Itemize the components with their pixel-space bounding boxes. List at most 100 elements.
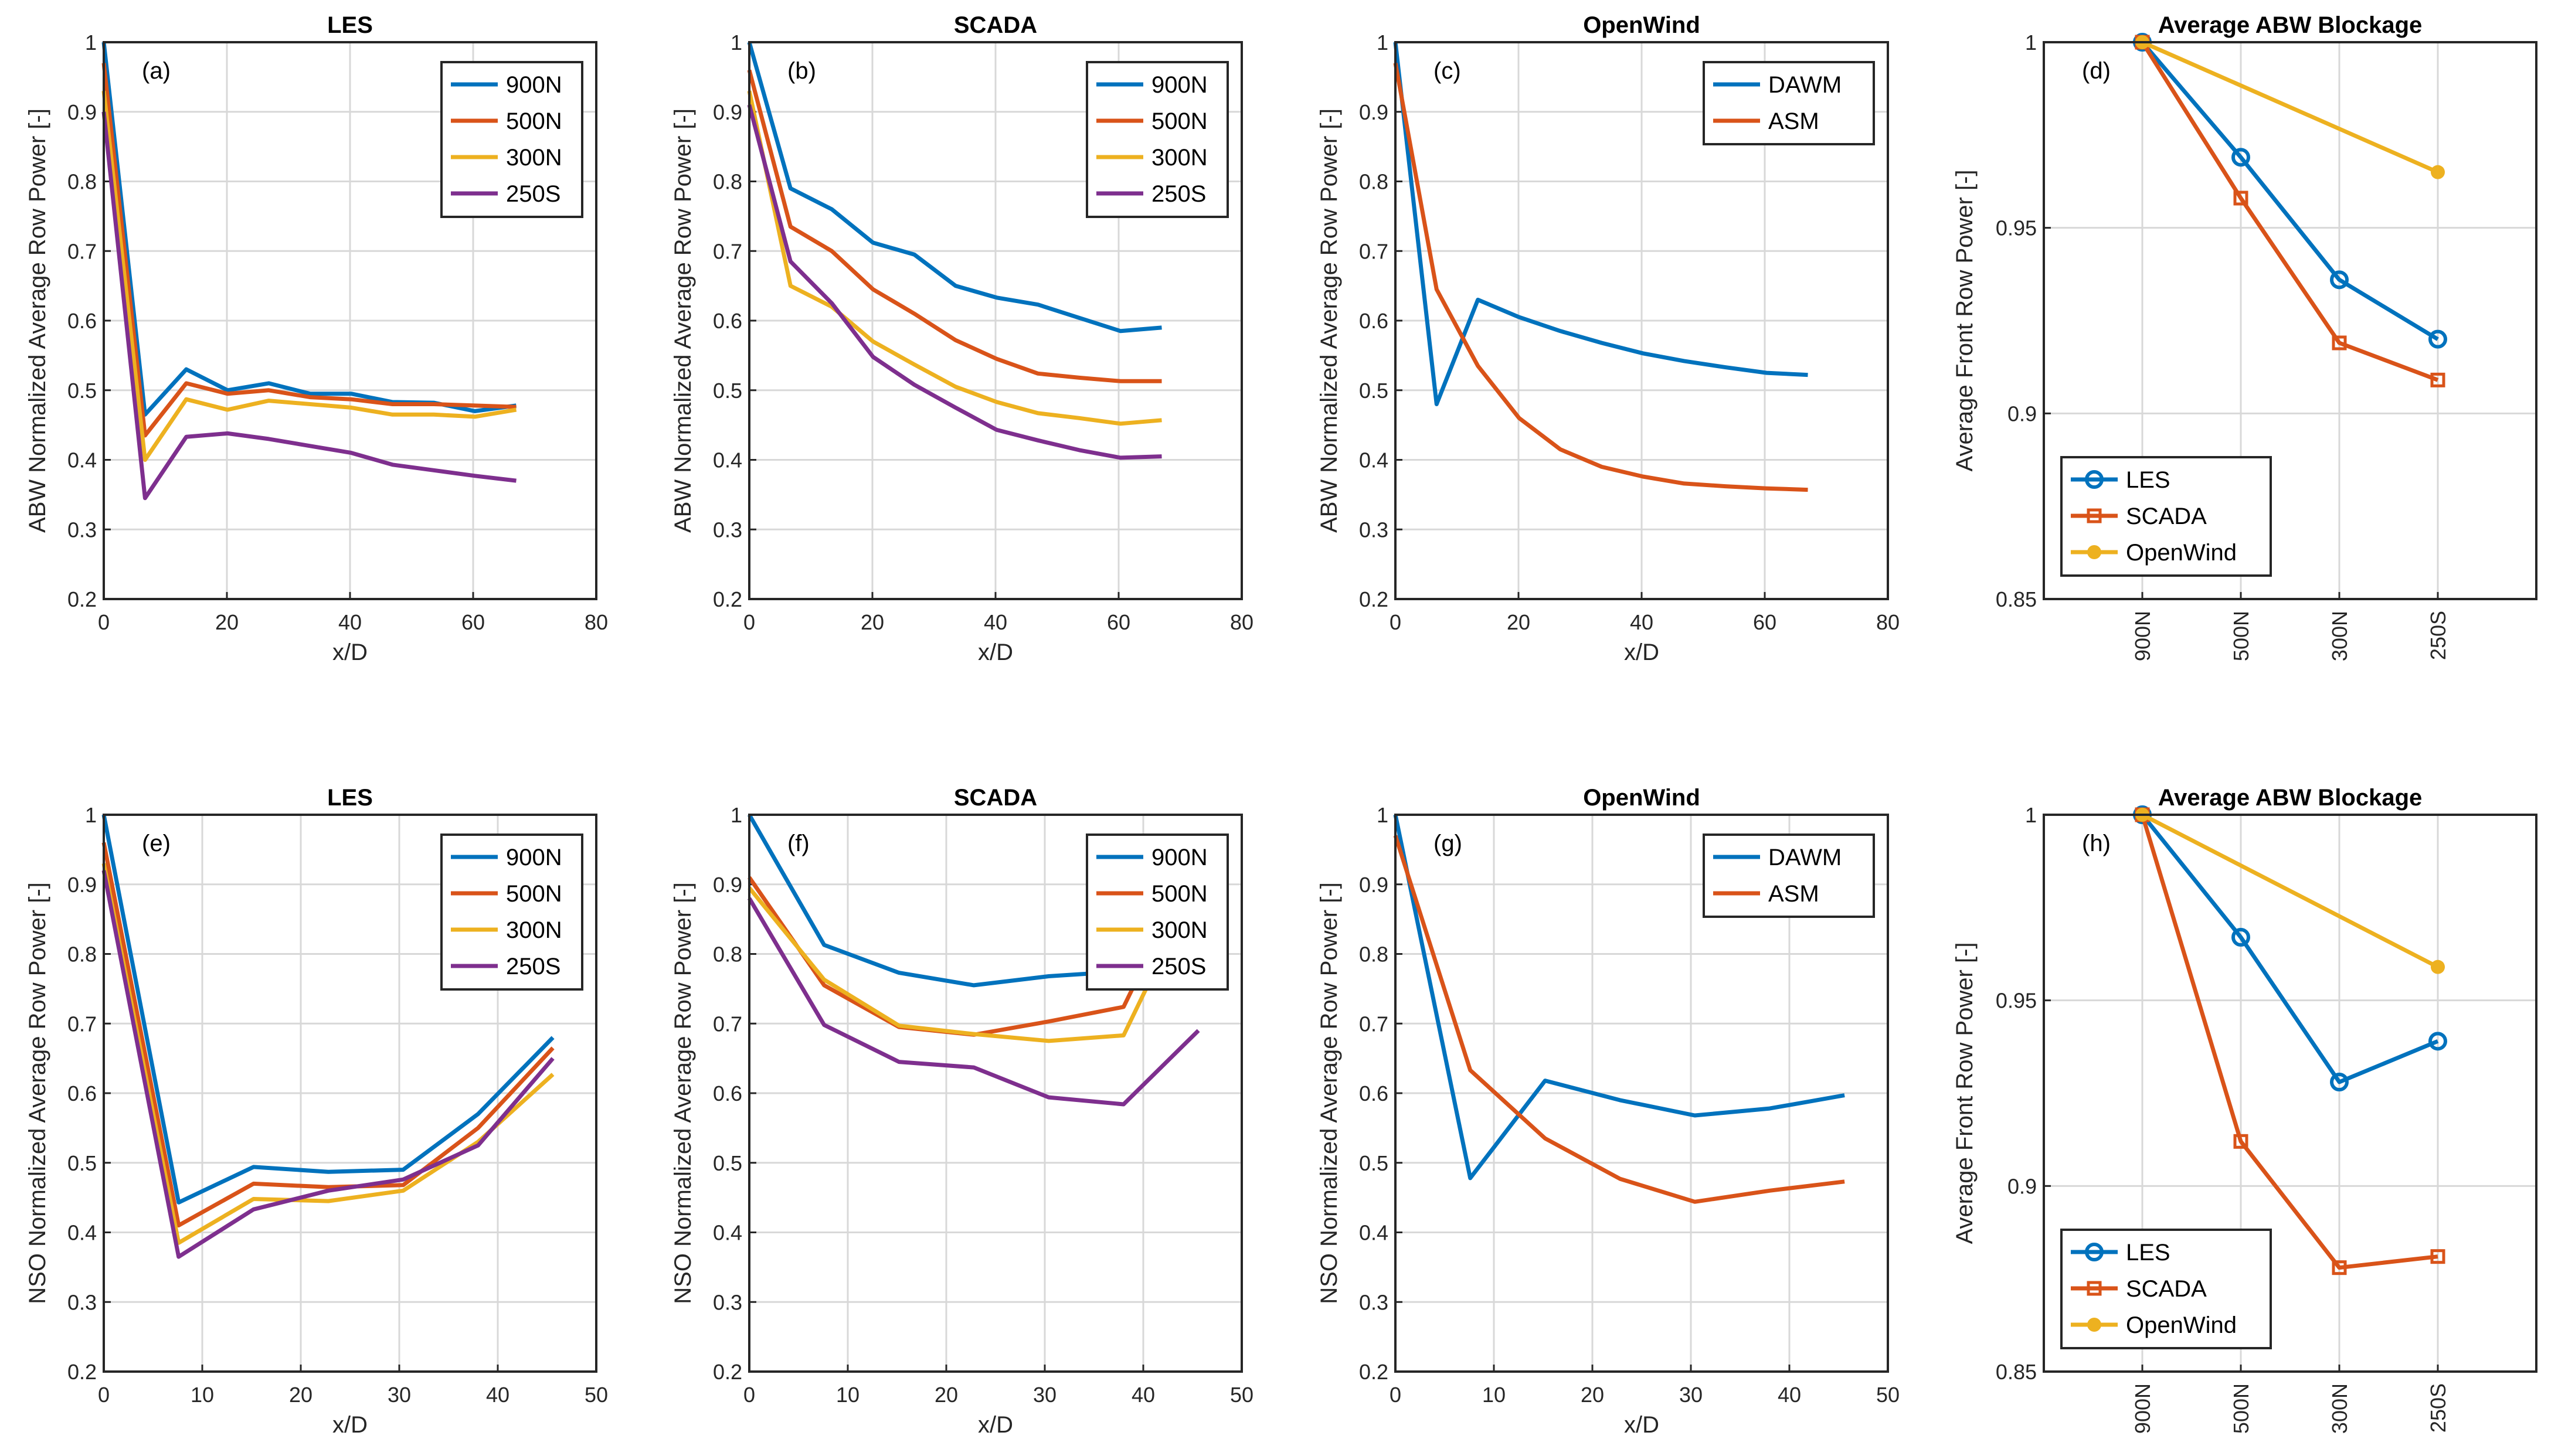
axes-box	[1394, 41, 1889, 600]
chart-title: LES	[327, 785, 373, 811]
chart-title: OpenWind	[1583, 785, 1700, 811]
legend-box	[440, 61, 583, 218]
series-line-500N	[747, 69, 1162, 383]
y-tick-label: 0.4	[1359, 448, 1388, 472]
legend-entry-500N: 500N	[506, 108, 562, 134]
y-tick-label: 1	[731, 30, 742, 55]
y-tick-label: 0.4	[713, 448, 742, 472]
legend-box	[440, 834, 583, 991]
legend: LES SCADA OpenWind	[2060, 456, 2272, 577]
panel-4: 900N 500N 300N 250S 0.85 0.9 0.95 1 Average ABW …	[1952, 12, 2537, 661]
legend-entry-SCADA: SCADA	[2126, 504, 2207, 529]
data-point-LES	[2231, 148, 2250, 167]
y-tick-label: 1	[2025, 30, 2037, 55]
legend-marker	[2087, 1318, 2101, 1332]
x-tick-label: 80	[585, 610, 608, 634]
chart-title: SCADA	[954, 785, 1037, 811]
legend-entry-250S: 250S	[1151, 954, 1206, 979]
panel-label: (e)	[142, 831, 171, 856]
y-tick-label: 0.2	[1359, 587, 1388, 611]
panel-3: 0 20 40 60 80 0.2 0.3 0.4 0.5 0.6 0.7 0.8 0.9 1 OpenWi…	[1316, 12, 1900, 665]
x-tick-label: 30	[388, 1383, 411, 1407]
x-tick-label: 40	[984, 610, 1007, 634]
data-point-SCADA	[2332, 335, 2347, 351]
y-tick-label: 1	[1377, 803, 1388, 827]
chart-title: SCADA	[954, 12, 1037, 38]
axes-box	[748, 814, 1243, 1373]
y-tick-label: 0.5	[713, 379, 742, 403]
data-point-SCADA	[2233, 190, 2248, 206]
y-tick-label: 0.7	[67, 239, 97, 263]
y-tick-label: 0.4	[1359, 1221, 1388, 1245]
y-tick-label: 0.9	[713, 100, 742, 124]
axes-box	[103, 41, 597, 600]
x-tick-label: 500N	[2229, 611, 2253, 661]
y-axis-label: Average Front Row Power [-]	[1952, 169, 1978, 471]
x-tick-label: 60	[461, 610, 485, 634]
data-point-LES	[2231, 928, 2250, 947]
legend-entry-DAWM: DAWM	[1768, 845, 1842, 870]
y-tick-label: 0.6	[1359, 1081, 1388, 1105]
y-tick-label: 0.9	[1359, 873, 1388, 897]
x-tick-label: 50	[1876, 1383, 1900, 1407]
data-point-LES	[2428, 329, 2447, 349]
axes-box	[2043, 814, 2537, 1373]
y-tick-label: 0.8	[1359, 170, 1388, 194]
series-line-DAWM	[1393, 814, 1845, 1181]
y-axis-label: NSO Normalized Average Row Power [-]	[1316, 882, 1342, 1304]
panel-label: (h)	[2082, 831, 2111, 856]
series-line-900N	[747, 42, 1162, 334]
y-tick-label: 0.8	[67, 170, 97, 194]
series-line-500N	[101, 63, 517, 438]
x-tick-label: 40	[338, 610, 362, 634]
y-tick-label: 0.5	[67, 379, 97, 403]
x-tick-label: 0	[98, 610, 110, 634]
x-tick-label: 20	[1581, 1383, 1604, 1407]
series-line-SCADA	[2140, 814, 2438, 1270]
legend-entry-900N: 900N	[506, 72, 562, 98]
data-point-SCADA	[2430, 372, 2445, 387]
series-line-500N	[101, 842, 555, 1228]
x-tick-label: 10	[191, 1383, 214, 1407]
y-tick-label: 1	[731, 803, 742, 827]
x-tick-label: 40	[1132, 1383, 1155, 1407]
series-line-250S	[747, 897, 1200, 1107]
y-tick-label: 0.9	[713, 873, 742, 897]
legend-entry-300N: 300N	[506, 917, 562, 943]
legend-entry-900N: 900N	[1151, 72, 1208, 98]
x-tick-label: 50	[1230, 1383, 1253, 1407]
x-axis-label: x/D	[1624, 639, 1659, 665]
y-tick-label: 0.85	[1996, 587, 2037, 611]
y-tick-label: 0.7	[1359, 1012, 1388, 1036]
x-tick-label: 10	[1482, 1383, 1506, 1407]
y-axis-label: ABW Normalized Average Row Power [-]	[670, 108, 696, 533]
panel-label: (d)	[2082, 58, 2111, 84]
legend-entry-LES: LES	[2126, 1240, 2170, 1266]
x-tick-label: 20	[1507, 610, 1530, 634]
x-tick-label: 0	[98, 1383, 110, 1407]
x-tick-label: 20	[215, 610, 239, 634]
axes-box	[103, 814, 597, 1373]
data-point-OpenWind	[2431, 165, 2445, 179]
y-axis-label: Average Front Row Power [-]	[1952, 942, 1978, 1244]
y-tick-label: 0.7	[67, 1012, 97, 1036]
panel-label: (g)	[1433, 831, 1462, 856]
y-tick-label: 1	[85, 803, 97, 827]
panel-6: 0 10 20 30 40 50 0.2 0.3 0.4 0.5 0.6 0.7 0.8 0.9 1 SCAD…	[670, 785, 1253, 1438]
series-line-250S	[101, 870, 555, 1259]
legend-entry-900N: 900N	[1151, 845, 1208, 870]
legend-entry-SCADA: SCADA	[2126, 1276, 2207, 1302]
y-tick-label: 0.2	[713, 587, 742, 611]
legend-marker	[2085, 1243, 2104, 1261]
legend-entry-ASM: ASM	[1768, 108, 1819, 134]
legend: DAWM ASM	[1703, 61, 1875, 145]
legend-entry-250S: 250S	[506, 181, 560, 207]
y-tick-label: 0.8	[67, 943, 97, 967]
legend: 900N 500N 300N 250S	[1086, 61, 1229, 218]
legend-entry-LES: LES	[2126, 467, 2170, 493]
legend-marker	[2087, 1281, 2102, 1296]
x-axis-label: x/D	[1624, 1412, 1659, 1438]
x-tick-label: 0	[743, 1383, 755, 1407]
y-tick-label: 0.6	[67, 1081, 97, 1105]
